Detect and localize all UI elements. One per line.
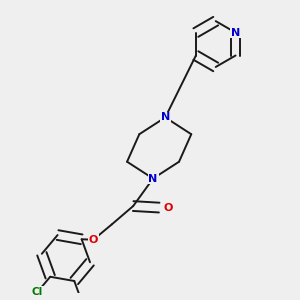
Text: O: O — [163, 202, 172, 213]
Text: Cl: Cl — [32, 287, 43, 297]
Text: N: N — [148, 173, 158, 184]
Text: N: N — [161, 112, 170, 122]
Text: O: O — [89, 235, 98, 245]
Text: N: N — [231, 28, 240, 38]
